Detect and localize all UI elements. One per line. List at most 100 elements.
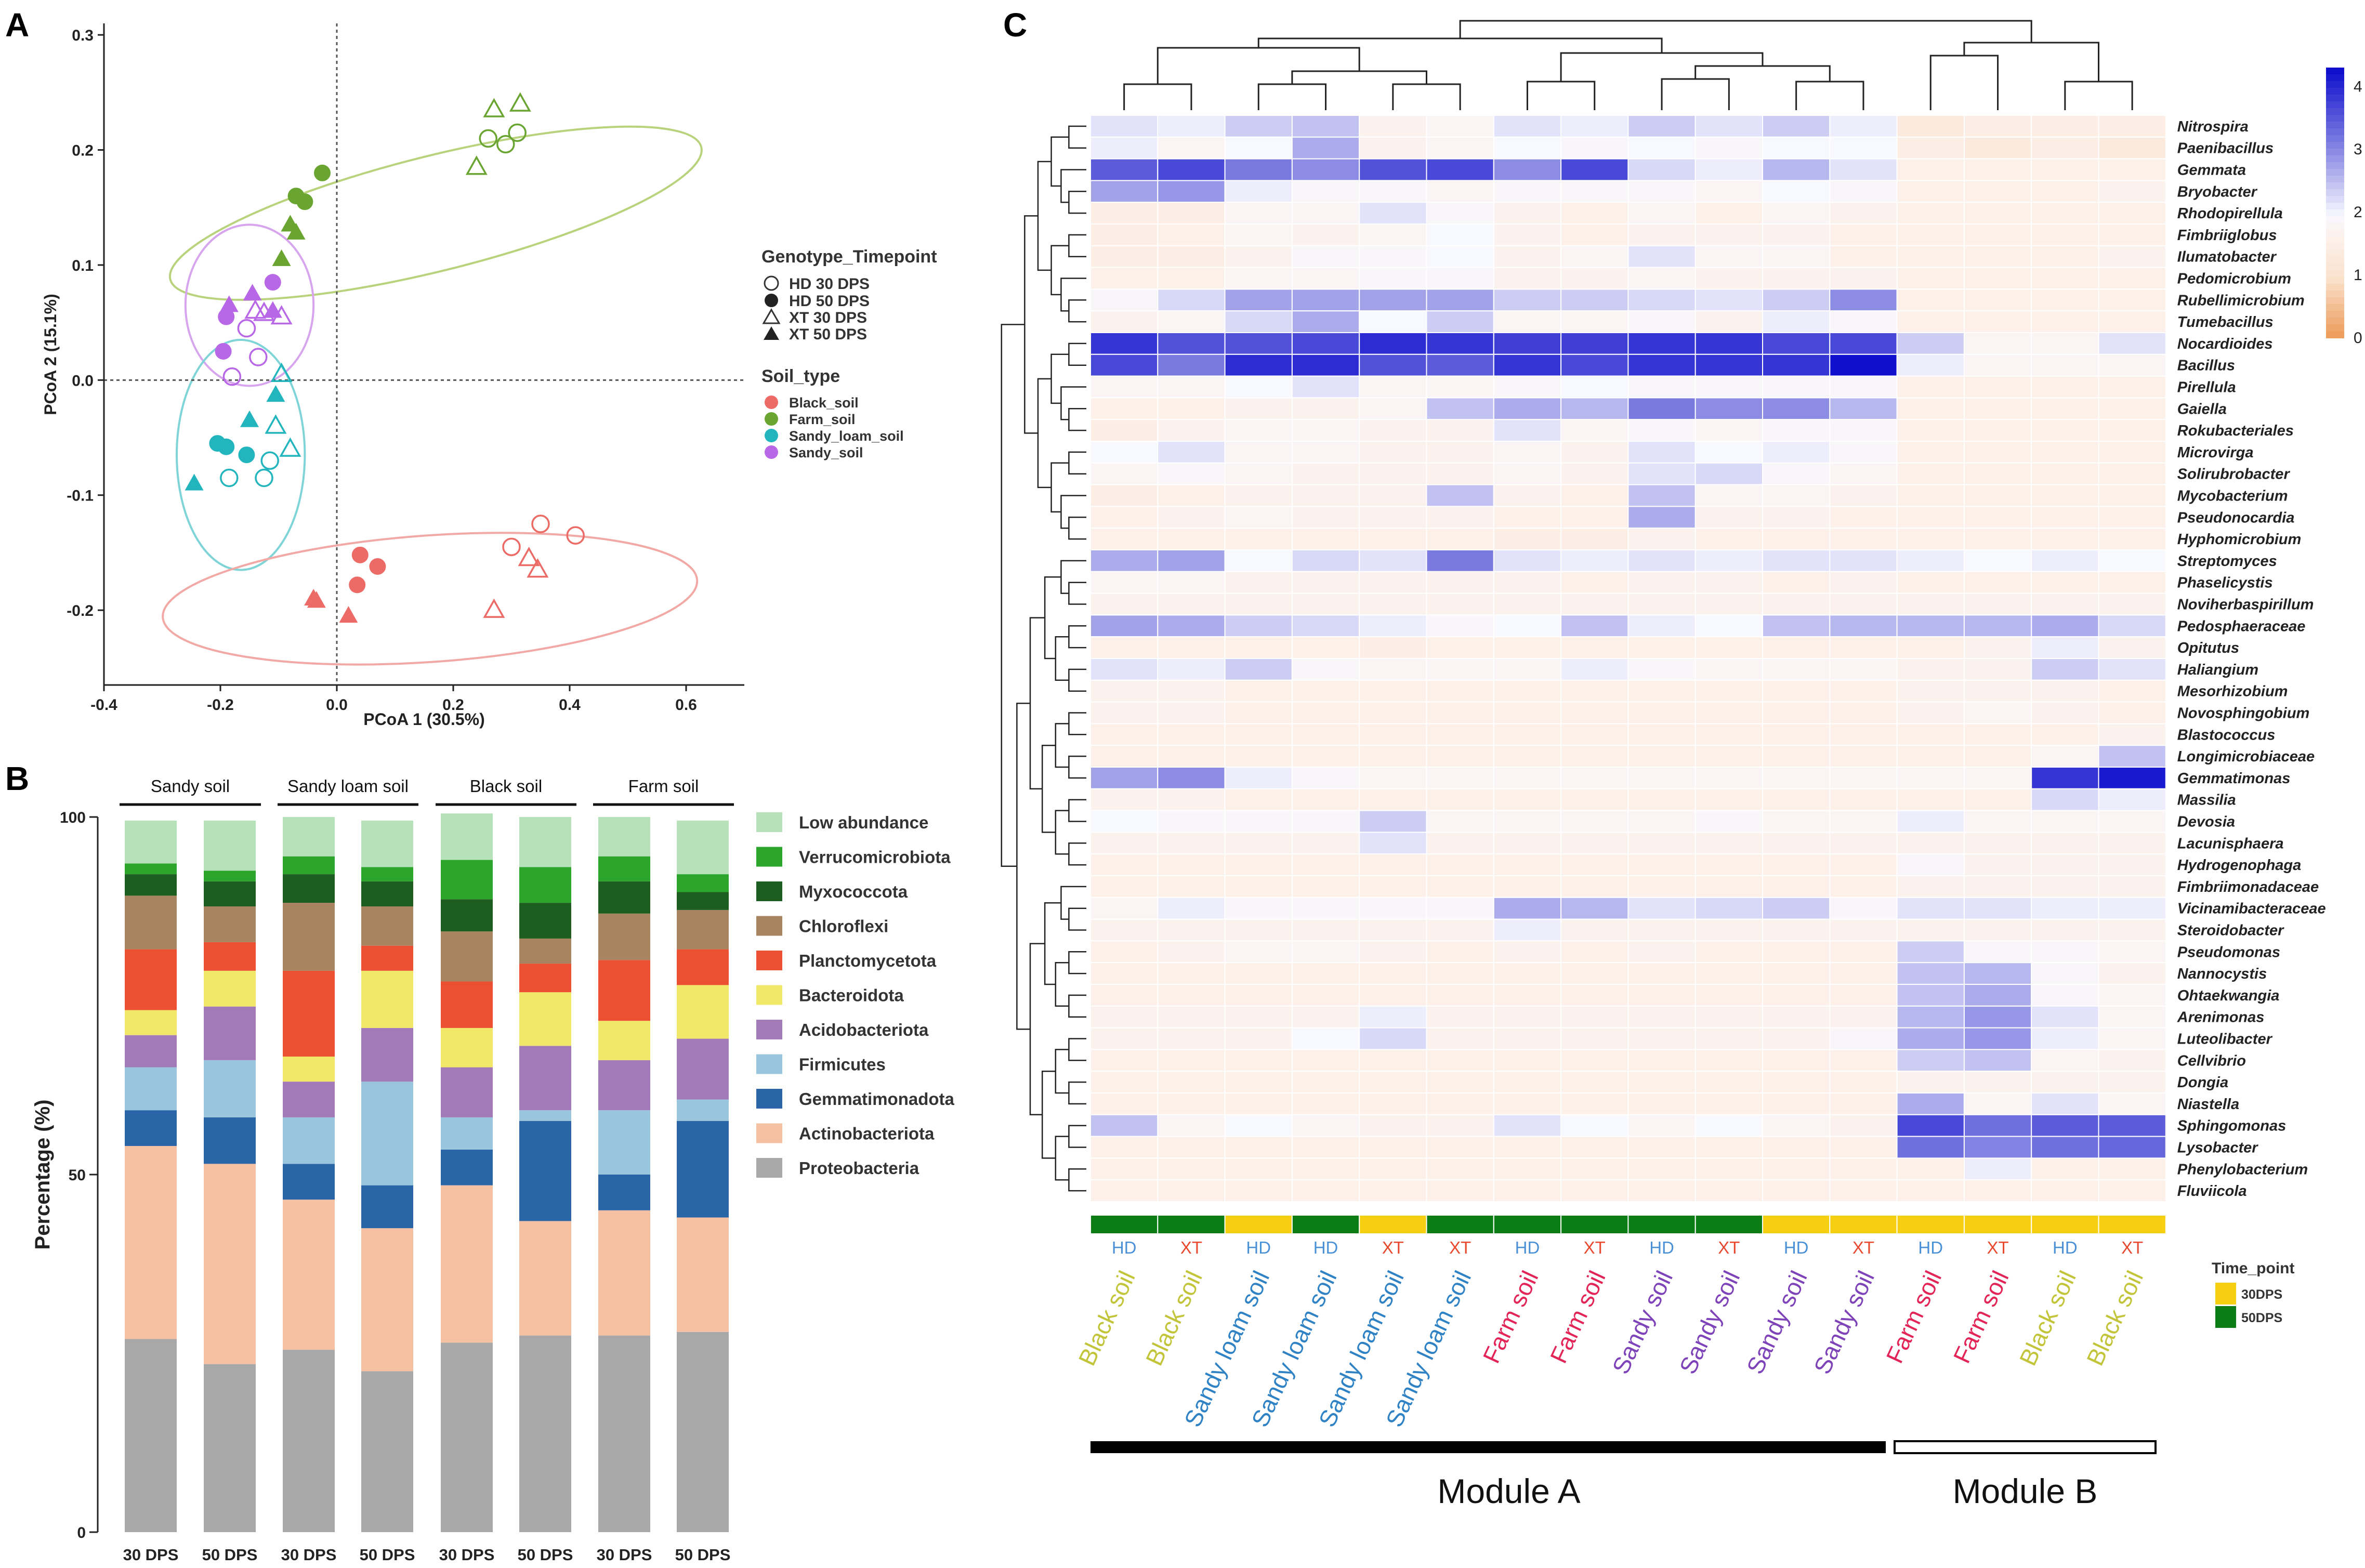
heatmap-cell (2098, 332, 2166, 355)
bar-segment-verrucomicrobiota (598, 856, 650, 881)
heatmap-cell (1963, 484, 2032, 507)
heatmap-cell (1627, 984, 1696, 1007)
heatmap-cell (2031, 1092, 2099, 1115)
heatmap-cell (1426, 484, 1494, 507)
heatmap-cell (1157, 397, 1226, 420)
point-farm-soil-hd30 (508, 123, 527, 142)
heatmap-cell (1560, 636, 1629, 659)
heatmap-cell (1762, 658, 1831, 681)
heatmap-cell (1762, 375, 1831, 399)
heatmap-cell (1493, 353, 1562, 377)
heatmap-cell (1627, 441, 1696, 464)
heatmap-cell (1157, 245, 1226, 268)
heatmap-cell (1694, 1049, 1763, 1072)
heatmap-cell (1157, 810, 1226, 833)
heatmap-cell (1896, 310, 1965, 334)
heatmap-cell (1560, 701, 1629, 724)
pcoa-y-ticks: -0.2 -0.1 0.0 0.1 0.2 0.3 (67, 27, 104, 620)
heatmap-cell (1829, 441, 1898, 464)
point-black-soil-xt30 (527, 558, 549, 578)
time-legend-label-50dps: 50DPS (2241, 1311, 2282, 1325)
heatmap-cell (1426, 984, 1494, 1007)
heatmap-cell (1896, 267, 1965, 290)
heatmap-cell (1291, 288, 1360, 312)
heatmap-cell (1627, 484, 1696, 507)
row-label-mycobacterium: Mycobacterium (2177, 488, 2288, 505)
heatmap-cell (1157, 332, 1226, 355)
heatmap-cell (2031, 180, 2099, 203)
heatmap-cell (1560, 962, 1629, 985)
heatmap-cell (1762, 1027, 1831, 1050)
heatmap-cell (1896, 549, 1965, 572)
heatmap-cell (1560, 832, 1629, 855)
heatmap-cell (2031, 1027, 2099, 1050)
point-sandy-loam-soil-hd30 (255, 468, 273, 487)
heatmap-cell (1157, 1157, 1226, 1181)
heatmap-cell (1694, 484, 1763, 507)
heatmap-cell (1359, 528, 1427, 551)
heatmap-cell (1829, 875, 1898, 898)
row-dendrogram-branch (1055, 636, 1069, 681)
heatmap-cell (1157, 1092, 1226, 1115)
heatmap-cell (1762, 223, 1831, 246)
heatmap-cell (1829, 310, 1898, 334)
bar-segment-chloroflexi (283, 903, 335, 971)
heatmap-cell (1829, 245, 1898, 268)
heatmap-cell (2098, 267, 2166, 290)
heatmap-cell (1090, 1179, 1159, 1202)
heatmap-cell (1493, 506, 1562, 529)
bar-segment-acidobacteriota (441, 1067, 493, 1117)
heatmap-cell (1627, 614, 1696, 638)
time-annotation-30dps (1224, 1215, 1293, 1234)
heatmap-cell (1157, 592, 1226, 616)
heatmap-cell (1359, 441, 1427, 464)
bar-segment-planctomycetota (598, 960, 650, 1021)
heatmap-cell (1560, 115, 1629, 138)
row-label-niastella: Niastella (2177, 1096, 2239, 1113)
soil-label-sandy-soil: Sandy soil (1674, 1267, 1745, 1378)
heatmap-cell (1359, 1179, 1427, 1202)
heatmap-cell (1694, 810, 1763, 833)
heatmap-cell (1560, 484, 1629, 507)
y-tick-label: 0.0 (72, 372, 94, 389)
soil-label-black-soil: Black soil (2081, 1267, 2148, 1369)
point-black-soil-hd30 (566, 526, 585, 545)
heatmap-cell (1560, 1157, 1629, 1181)
heatmap-cell (1493, 245, 1562, 268)
heatmap-cell (1426, 918, 1494, 942)
bar-segment-firmicutes (677, 1099, 729, 1121)
heatmap-cell (1291, 332, 1360, 355)
bar-segment-myxococcota (441, 899, 493, 932)
heatmap-cell (1224, 636, 1293, 659)
heatmap-cell (1896, 1114, 1965, 1137)
bar-segment-verrucomicrobiota (677, 874, 729, 892)
heatmap-cell (1694, 614, 1763, 638)
heatmap-cell (1090, 636, 1159, 659)
heatmap-cell (2031, 462, 2099, 485)
colorbar-tick-label: 1 (2354, 267, 2362, 284)
heatmap-cell (1694, 288, 1763, 312)
heatmap-cell (1493, 180, 1562, 203)
bar-segment-proteobacteria (125, 1339, 177, 1532)
column-dendrogram (1123, 20, 2133, 110)
heatmap-cell (1426, 571, 1494, 594)
heatmap-cell (1829, 115, 1898, 138)
heatmap-cell (1829, 549, 1898, 572)
row-dendrogram-branch (1068, 451, 1086, 475)
heatmap-cell (1291, 614, 1360, 638)
heatmap-cell (1493, 115, 1562, 138)
group-header-black-soil: Black soil (470, 776, 542, 796)
heatmap-cell (1359, 397, 1427, 420)
bar-segment-myxococcota (519, 903, 571, 939)
heatmap-cell (1157, 462, 1226, 485)
heatmap-cell (1224, 549, 1293, 572)
heatmap-cell (1762, 614, 1831, 638)
heatmap-cell (1896, 571, 1965, 594)
group-header-sandy-loam-soil: Sandy loam soil (287, 776, 409, 796)
heatmap-cell (1224, 723, 1293, 746)
heatmap-cell (1224, 918, 1293, 942)
legend-swatch-actinobacteriota (756, 1123, 782, 1143)
heatmap-cell (1627, 528, 1696, 551)
heatmap-cell (1359, 984, 1427, 1007)
heatmap-cell (2098, 549, 2166, 572)
